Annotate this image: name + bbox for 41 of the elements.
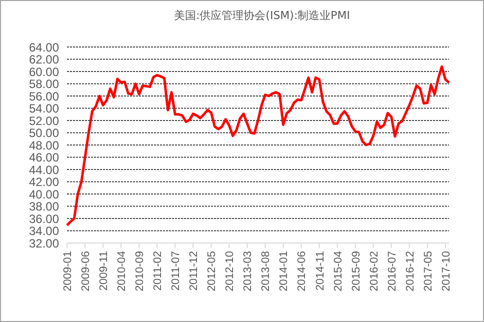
x-tick-label: 2010-09: [134, 251, 146, 292]
x-tick-label: 2016-02: [368, 251, 380, 292]
line-series: [66, 65, 450, 226]
x-tick-label: 2011-12: [188, 251, 200, 291]
x-tick-label: 2009-01: [62, 251, 74, 292]
x-tick-label: 2014-11: [314, 251, 326, 291]
y-tick-label: 64.00: [28, 40, 60, 54]
y-tick-label: 46.00: [28, 150, 60, 165]
chart-title: 美国:供应管理协会(ISM):制造业PMI: [172, 8, 352, 24]
x-tick-label: 2015-09: [350, 251, 362, 292]
y-tick-label: 38.00: [28, 200, 60, 214]
y-tick-label: 48.00: [28, 138, 60, 152]
y-tick-label: 50.00: [28, 126, 60, 140]
y-tick-label: 34.00: [28, 224, 60, 238]
y-tick-label: 36.00: [28, 212, 60, 226]
x-tick-label: 2014-01: [278, 251, 290, 292]
y-tick-label: 42.00: [28, 175, 60, 190]
x-tick-label: 2016-12: [404, 251, 416, 292]
x-tick-label: 2016-07: [386, 251, 398, 292]
y-tick-label: 60.00: [28, 64, 60, 79]
x-tick-label: 2013-03: [242, 251, 254, 292]
x-tick-label: 2015-04: [332, 251, 344, 292]
x-tick-label: 2012-10: [224, 251, 236, 292]
y-tick-label: 56.00: [28, 89, 60, 104]
x-tick-label: 2011-02: [152, 251, 164, 291]
y-tick-label: 52.00: [28, 114, 60, 128]
y-tick-label: 40.00: [28, 187, 60, 202]
x-tick-label: 2009-06: [80, 251, 92, 292]
x-tick-label: 2017-10: [440, 251, 452, 292]
x-tick-label: 2011-07: [170, 251, 182, 291]
y-tick-label: 54.00: [28, 102, 60, 116]
x-tick-label: 2017-05: [422, 251, 434, 292]
y-tick-label: 44.00: [28, 162, 60, 177]
x-tick-label: 2013-08: [260, 251, 272, 292]
x-tick-label: 2009-11: [98, 251, 110, 291]
y-tick-label: 62.00: [28, 52, 60, 67]
y-tick-label: 58.00: [28, 77, 60, 92]
x-tick-label: 2014-06: [296, 251, 308, 292]
x-tick-label: 2010-04: [116, 251, 128, 292]
y-tick-label: 32.00: [28, 236, 60, 250]
x-tick-label: 2012-05: [206, 251, 218, 292]
